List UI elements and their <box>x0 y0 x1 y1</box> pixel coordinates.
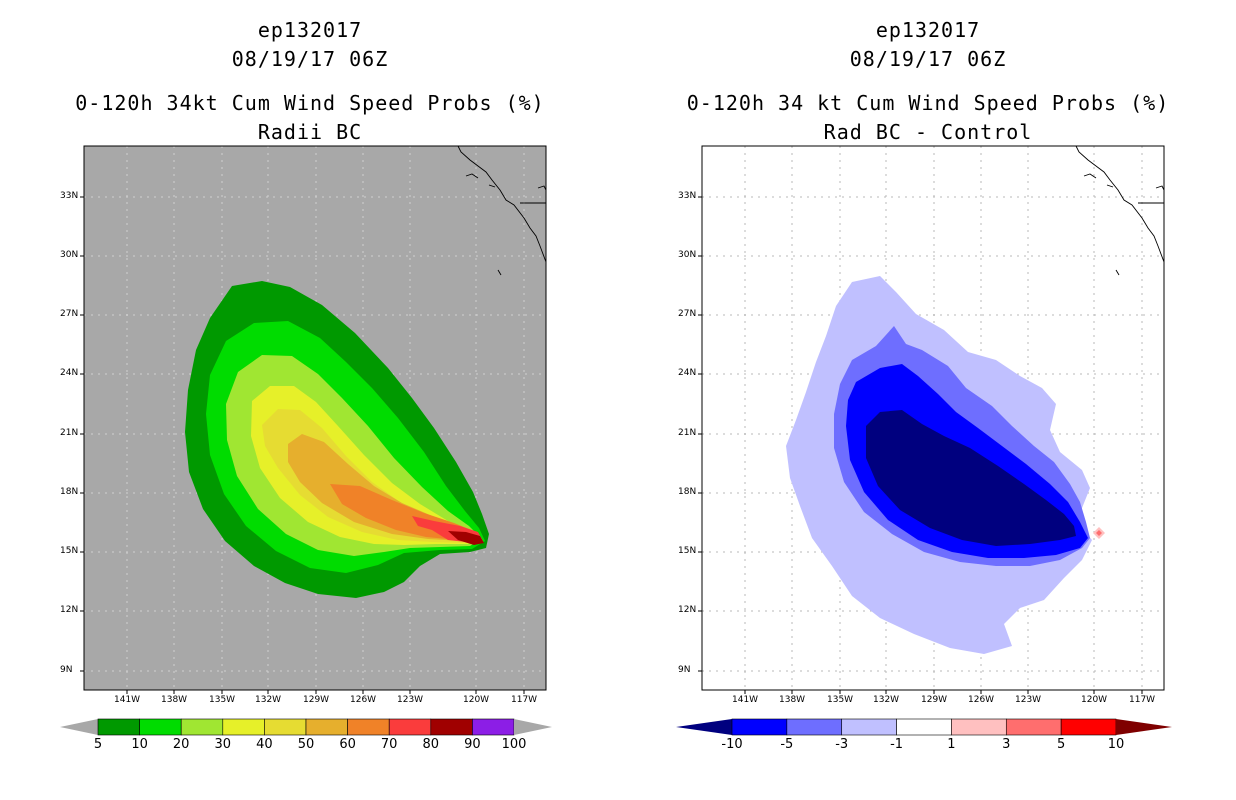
x-tick-label: 117W <box>511 695 538 705</box>
y-tick-label: 15N <box>678 546 697 556</box>
x-tick-label: 132W <box>873 695 900 705</box>
colorbar-max-triangle <box>1116 719 1172 735</box>
x-tick-label: 141W <box>732 695 759 705</box>
contour-80 <box>448 531 484 545</box>
left-title-storm: ep132017 <box>257 18 363 42</box>
left-title-date: 08/19/17 06Z <box>231 47 389 71</box>
y-tick-label: 30N <box>60 250 79 260</box>
right-title-subtitle: Rad BC - Control <box>823 120 1033 144</box>
x-tick-label: 135W <box>209 695 236 705</box>
colorbar-level-label: 100 <box>501 737 527 752</box>
contour-plus-3 <box>1096 530 1102 536</box>
right-map-frame <box>701 145 1165 691</box>
colorbar-level-label: 40 <box>256 737 273 752</box>
colorbar-swatch <box>731 718 788 736</box>
x-tick-label: 138W <box>779 695 806 705</box>
y-tick-label: 30N <box>678 250 697 260</box>
left-map-frame <box>83 145 547 691</box>
right-coastline <box>1075 145 1165 276</box>
colorbar-level-label: 5 <box>1057 737 1066 752</box>
colorbar-swatch <box>1060 718 1117 736</box>
colorbar-level-label: -3 <box>835 737 849 752</box>
colorbar-level-label: 30 <box>214 737 232 752</box>
colorbar-max-triangle <box>514 719 552 735</box>
x-tick-label: 117W <box>1129 695 1156 705</box>
y-tick-label: 27N <box>60 309 79 319</box>
colorbar-level-label: 1 <box>947 737 956 752</box>
colorbar-level-label: 50 <box>297 737 315 752</box>
colorbar-min-triangle <box>676 719 732 735</box>
colorbar-level-label: -10 <box>721 737 743 752</box>
colorbar-swatch <box>786 718 843 736</box>
x-tick-label: 126W <box>968 695 995 705</box>
colorbar-swatch <box>1005 718 1062 736</box>
y-tick-label: 12N <box>60 605 79 615</box>
x-tick-label: 141W <box>114 695 141 705</box>
right-title-date: 08/19/17 06Z <box>849 47 1007 71</box>
x-tick-label: 126W <box>350 695 377 705</box>
y-tick-label: 21N <box>60 428 79 438</box>
y-tick-label: 33N <box>60 191 79 201</box>
colorbar-swatch <box>951 718 1007 736</box>
colorbar-level-label: 70 <box>380 737 398 752</box>
y-tick-label: 27N <box>678 309 697 319</box>
y-tick-label: 12N <box>678 605 697 615</box>
colorbar-level-label: 5 <box>93 737 103 752</box>
colorbar-level-label: 3 <box>1002 737 1011 752</box>
colorbar-level-label: 60 <box>339 737 356 752</box>
y-tick-label: 33N <box>678 191 697 201</box>
colorbar-level-label: 80 <box>422 737 440 752</box>
right-title-product: 0-120h 34 kt Cum Wind Speed Probs (%) <box>686 91 1170 115</box>
x-tick-label: 120W <box>463 695 490 705</box>
contour-50 <box>288 434 482 541</box>
colorbar-min-triangle <box>60 719 98 735</box>
x-tick-label: 138W <box>161 695 188 705</box>
y-tick-label: 9N <box>60 665 73 675</box>
left-probability-contours <box>185 281 489 598</box>
colorbar-level-label: -1 <box>890 737 904 752</box>
y-tick-label: 24N <box>60 368 79 378</box>
x-tick-label: 123W <box>397 695 424 705</box>
x-tick-label: 135W <box>827 695 854 705</box>
left-title-subtitle: Radii BC <box>257 120 363 144</box>
x-tick-label: 132W <box>255 695 282 705</box>
right-difference-contours <box>786 276 1105 654</box>
left-title-product: 0-120h 34kt Cum Wind Speed Probs (%) <box>75 91 545 115</box>
left-coastline <box>457 145 547 276</box>
x-tick-label: 120W <box>1081 695 1108 705</box>
right-title-storm: ep132017 <box>875 18 981 42</box>
colorbar-swatch <box>841 718 897 736</box>
y-tick-label: 21N <box>678 428 697 438</box>
y-tick-label: 9N <box>678 665 691 675</box>
y-tick-label: 15N <box>60 546 79 556</box>
colorbar-swatch <box>896 718 952 736</box>
x-tick-label: 129W <box>303 695 330 705</box>
colorbar-level-label: 10 <box>131 737 148 752</box>
y-tick-label: 18N <box>60 487 79 497</box>
colorbar-level-label: 20 <box>172 737 190 752</box>
colorbar-level-label: 10 <box>1107 737 1125 752</box>
colorbar-level-label: 90 <box>464 737 481 752</box>
y-tick-label: 18N <box>678 487 697 497</box>
x-tick-label: 123W <box>1015 695 1042 705</box>
colorbar-level-label: -5 <box>780 737 794 752</box>
x-tick-label: 129W <box>921 695 948 705</box>
contour-minus-10 <box>866 410 1076 546</box>
y-tick-label: 24N <box>678 368 697 378</box>
